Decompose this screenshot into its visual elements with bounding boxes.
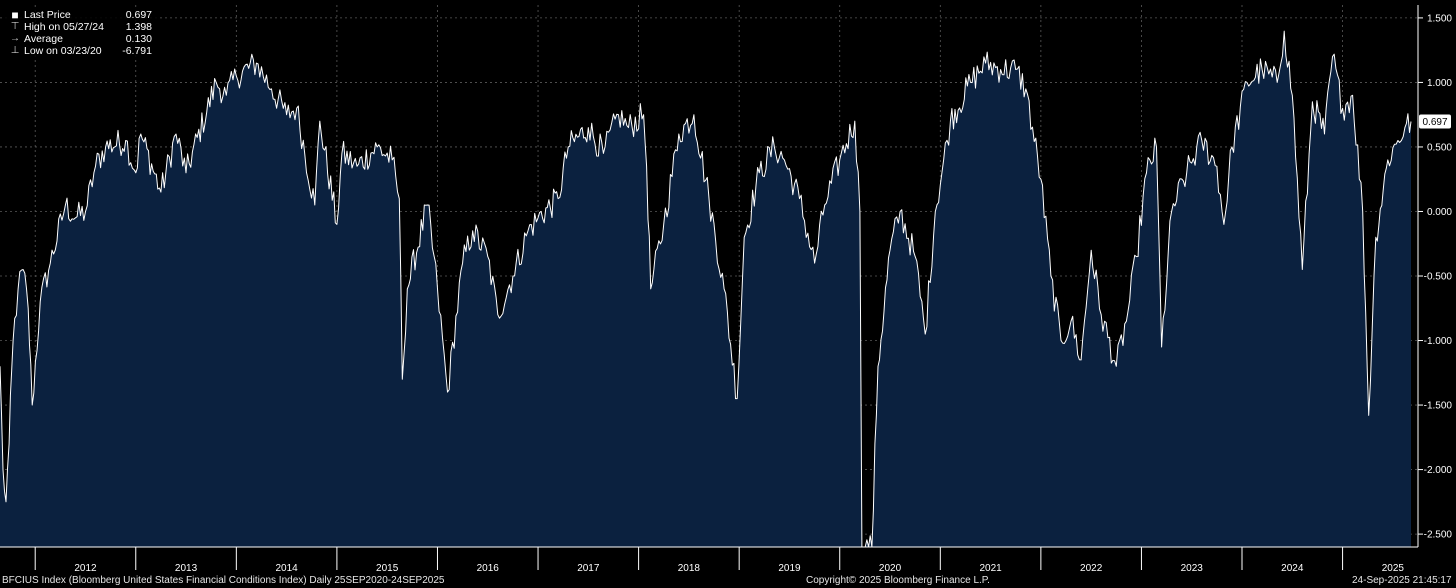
legend-label: Low on 03/23/20 [24,45,102,57]
legend-value: -6.791 [122,45,152,57]
legend-label: High on 05/27/24 [24,21,104,33]
x-tick-label: 2017 [577,563,600,574]
y-tick-label: -1.500 [1424,401,1453,412]
average-marker-icon: → [10,33,20,44]
series-line [0,30,1412,548]
legend-row-low: ⊥ Low on 03/23/20 -6.791 [6,45,152,57]
legend-value: 0.697 [125,9,152,21]
y-tick-label: -0.500 [1424,272,1453,283]
high-marker-icon: ⊤ [10,21,20,32]
legend-box: ■ Last Price 0.697 ⊤ High on 05/27/24 1.… [4,7,158,59]
y-tick-label: 0.000 [1427,207,1452,218]
legend-label: Average [24,33,63,45]
x-tick-labels: 2012 2013 2014 2015 2016 2017 2018 2019 2020 2021… [74,563,1404,574]
square-icon: ■ [11,8,19,22]
low-marker-icon: ⊥ [10,45,20,56]
x-tick-label: 2024 [1281,563,1304,574]
x-tick-label: 2013 [175,563,198,574]
series-area [0,31,1411,548]
x-tick-label: 2019 [778,563,801,574]
legend-value: 1.398 [125,21,152,33]
x-tick-label: 2021 [979,563,1002,574]
legend-row-average: → Average 0.130 [6,33,152,45]
y-tick-label: -2.000 [1424,465,1453,476]
footer-index-description: BFCIUS Index (Bloomberg United States Fi… [2,575,445,586]
footer-timestamp: 24-Sep-2025 21:45:17 [1352,575,1452,586]
x-tick-label: 2012 [74,563,97,574]
y-tick-label: 1.000 [1427,78,1452,89]
x-tick-label: 2014 [275,563,298,574]
x-tick-label: 2022 [1080,563,1103,574]
axes [0,5,1423,570]
x-tick-label: 2023 [1181,563,1204,574]
x-tick-label: 2020 [879,563,902,574]
legend-row-last-price: ■ Last Price 0.697 [6,9,152,21]
x-tick-label: 2015 [376,563,399,574]
legend-label: Last Price [24,9,71,21]
last-value-tag-box [1419,114,1451,129]
y-tick-label: -1.000 [1424,336,1453,347]
last-value-tag-label: 0.697 [1422,117,1447,128]
legend-row-high: ⊤ High on 05/27/24 1.398 [6,21,152,33]
x-tick-label: 2025 [1382,563,1405,574]
x-tick-label: 2016 [477,563,500,574]
x-tick-label: 2018 [678,563,701,574]
legend-value: 0.130 [125,33,152,45]
y-tick-labels: 1.500 1.000 0.500 0.000 -0.500 -1.000 -1.500 -2… [1424,13,1453,540]
y-tick-label: 1.500 [1427,13,1452,24]
y-tick-label: -2.500 [1424,530,1453,541]
y-tick-label: 0.500 [1427,142,1452,153]
last-value-tag: 0.697 [1419,114,1451,129]
footer-copyright: Copyright© 2025 Bloomberg Finance L.P. [806,575,990,586]
